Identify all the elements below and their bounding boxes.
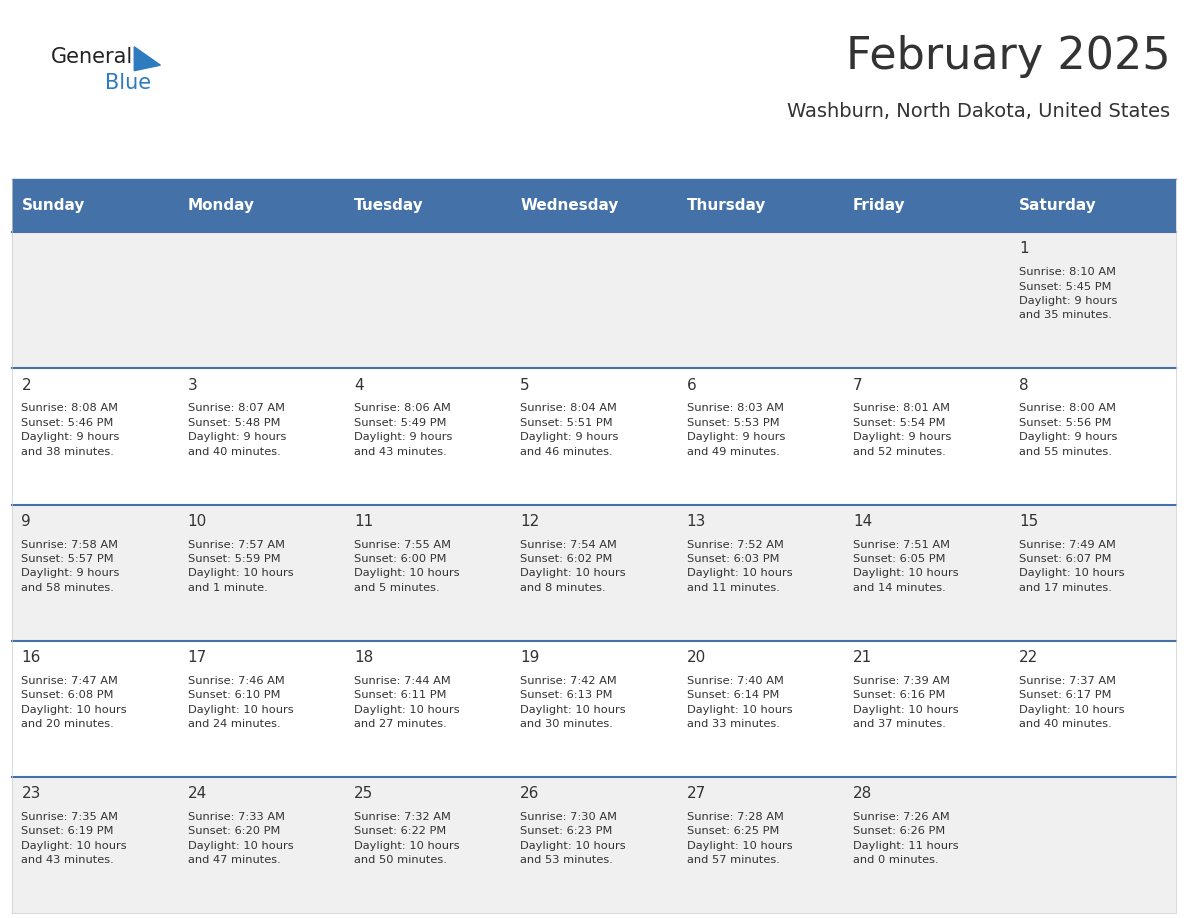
Text: Sunrise: 7:49 AM
Sunset: 6:07 PM
Daylight: 10 hours
and 17 minutes.: Sunrise: 7:49 AM Sunset: 6:07 PM Dayligh… xyxy=(1019,540,1125,593)
Text: 6: 6 xyxy=(687,377,696,393)
Polygon shape xyxy=(134,47,160,71)
Text: 26: 26 xyxy=(520,787,539,801)
Text: 17: 17 xyxy=(188,650,207,666)
Text: Friday: Friday xyxy=(853,198,905,213)
Text: Sunrise: 7:30 AM
Sunset: 6:23 PM
Daylight: 10 hours
and 53 minutes.: Sunrise: 7:30 AM Sunset: 6:23 PM Dayligh… xyxy=(520,812,626,866)
Text: Sunrise: 8:10 AM
Sunset: 5:45 PM
Daylight: 9 hours
and 35 minutes.: Sunrise: 8:10 AM Sunset: 5:45 PM Dayligh… xyxy=(1019,267,1118,320)
Text: Sunrise: 7:35 AM
Sunset: 6:19 PM
Daylight: 10 hours
and 43 minutes.: Sunrise: 7:35 AM Sunset: 6:19 PM Dayligh… xyxy=(21,812,127,866)
Text: Sunrise: 7:46 AM
Sunset: 6:10 PM
Daylight: 10 hours
and 24 minutes.: Sunrise: 7:46 AM Sunset: 6:10 PM Dayligh… xyxy=(188,676,293,729)
Text: 22: 22 xyxy=(1019,650,1038,666)
Text: Blue: Blue xyxy=(105,73,151,93)
Text: Sunrise: 7:54 AM
Sunset: 6:02 PM
Daylight: 10 hours
and 8 minutes.: Sunrise: 7:54 AM Sunset: 6:02 PM Dayligh… xyxy=(520,540,626,593)
Text: 14: 14 xyxy=(853,514,872,529)
Text: 24: 24 xyxy=(188,787,207,801)
Bar xyxy=(12,179,1176,232)
Bar xyxy=(12,641,1176,778)
Text: Sunrise: 7:51 AM
Sunset: 6:05 PM
Daylight: 10 hours
and 14 minutes.: Sunrise: 7:51 AM Sunset: 6:05 PM Dayligh… xyxy=(853,540,959,593)
Text: 23: 23 xyxy=(21,787,40,801)
Text: 10: 10 xyxy=(188,514,207,529)
Text: Sunrise: 7:57 AM
Sunset: 5:59 PM
Daylight: 10 hours
and 1 minute.: Sunrise: 7:57 AM Sunset: 5:59 PM Dayligh… xyxy=(188,540,293,593)
Text: Sunrise: 7:33 AM
Sunset: 6:20 PM
Daylight: 10 hours
and 47 minutes.: Sunrise: 7:33 AM Sunset: 6:20 PM Dayligh… xyxy=(188,812,293,866)
Text: 13: 13 xyxy=(687,514,706,529)
Text: 11: 11 xyxy=(354,514,373,529)
Text: 5: 5 xyxy=(520,377,530,393)
Text: Sunrise: 8:08 AM
Sunset: 5:46 PM
Daylight: 9 hours
and 38 minutes.: Sunrise: 8:08 AM Sunset: 5:46 PM Dayligh… xyxy=(21,403,120,456)
Text: Sunrise: 8:01 AM
Sunset: 5:54 PM
Daylight: 9 hours
and 52 minutes.: Sunrise: 8:01 AM Sunset: 5:54 PM Dayligh… xyxy=(853,403,952,456)
Text: Sunrise: 7:52 AM
Sunset: 6:03 PM
Daylight: 10 hours
and 11 minutes.: Sunrise: 7:52 AM Sunset: 6:03 PM Dayligh… xyxy=(687,540,792,593)
Bar xyxy=(12,505,1176,641)
Text: 1: 1 xyxy=(1019,241,1029,256)
Text: Sunrise: 7:58 AM
Sunset: 5:57 PM
Daylight: 9 hours
and 58 minutes.: Sunrise: 7:58 AM Sunset: 5:57 PM Dayligh… xyxy=(21,540,120,593)
Text: 15: 15 xyxy=(1019,514,1038,529)
Text: Sunrise: 8:04 AM
Sunset: 5:51 PM
Daylight: 9 hours
and 46 minutes.: Sunrise: 8:04 AM Sunset: 5:51 PM Dayligh… xyxy=(520,403,619,456)
Text: General: General xyxy=(51,47,133,67)
Text: Sunrise: 7:32 AM
Sunset: 6:22 PM
Daylight: 10 hours
and 50 minutes.: Sunrise: 7:32 AM Sunset: 6:22 PM Dayligh… xyxy=(354,812,460,866)
Text: 16: 16 xyxy=(21,650,40,666)
Text: Sunrise: 7:42 AM
Sunset: 6:13 PM
Daylight: 10 hours
and 30 minutes.: Sunrise: 7:42 AM Sunset: 6:13 PM Dayligh… xyxy=(520,676,626,729)
Text: Sunrise: 7:37 AM
Sunset: 6:17 PM
Daylight: 10 hours
and 40 minutes.: Sunrise: 7:37 AM Sunset: 6:17 PM Dayligh… xyxy=(1019,676,1125,729)
Text: 20: 20 xyxy=(687,650,706,666)
Text: Sunrise: 7:40 AM
Sunset: 6:14 PM
Daylight: 10 hours
and 33 minutes.: Sunrise: 7:40 AM Sunset: 6:14 PM Dayligh… xyxy=(687,676,792,729)
Text: Sunrise: 8:07 AM
Sunset: 5:48 PM
Daylight: 9 hours
and 40 minutes.: Sunrise: 8:07 AM Sunset: 5:48 PM Dayligh… xyxy=(188,403,286,456)
Text: Sunrise: 7:55 AM
Sunset: 6:00 PM
Daylight: 10 hours
and 5 minutes.: Sunrise: 7:55 AM Sunset: 6:00 PM Dayligh… xyxy=(354,540,460,593)
Text: 9: 9 xyxy=(21,514,31,529)
Text: 27: 27 xyxy=(687,787,706,801)
Text: Sunrise: 7:26 AM
Sunset: 6:26 PM
Daylight: 11 hours
and 0 minutes.: Sunrise: 7:26 AM Sunset: 6:26 PM Dayligh… xyxy=(853,812,959,866)
Text: Sunrise: 8:06 AM
Sunset: 5:49 PM
Daylight: 9 hours
and 43 minutes.: Sunrise: 8:06 AM Sunset: 5:49 PM Dayligh… xyxy=(354,403,453,456)
Bar xyxy=(12,368,1176,505)
Text: Wednesday: Wednesday xyxy=(520,198,619,213)
Text: Sunrise: 7:39 AM
Sunset: 6:16 PM
Daylight: 10 hours
and 37 minutes.: Sunrise: 7:39 AM Sunset: 6:16 PM Dayligh… xyxy=(853,676,959,729)
Text: 18: 18 xyxy=(354,650,373,666)
Text: 28: 28 xyxy=(853,787,872,801)
Text: Tuesday: Tuesday xyxy=(354,198,424,213)
Text: Washburn, North Dakota, United States: Washburn, North Dakota, United States xyxy=(788,103,1170,121)
Text: 25: 25 xyxy=(354,787,373,801)
Text: 19: 19 xyxy=(520,650,539,666)
Text: Monday: Monday xyxy=(188,198,254,213)
Text: 3: 3 xyxy=(188,377,197,393)
Bar xyxy=(12,778,1176,913)
Text: Saturday: Saturday xyxy=(1019,198,1097,213)
Text: February 2025: February 2025 xyxy=(846,36,1170,78)
Text: Sunrise: 8:00 AM
Sunset: 5:56 PM
Daylight: 9 hours
and 55 minutes.: Sunrise: 8:00 AM Sunset: 5:56 PM Dayligh… xyxy=(1019,403,1118,456)
Text: Sunrise: 8:03 AM
Sunset: 5:53 PM
Daylight: 9 hours
and 49 minutes.: Sunrise: 8:03 AM Sunset: 5:53 PM Dayligh… xyxy=(687,403,785,456)
Text: 4: 4 xyxy=(354,377,364,393)
Text: 12: 12 xyxy=(520,514,539,529)
Text: 21: 21 xyxy=(853,650,872,666)
Text: Thursday: Thursday xyxy=(687,198,766,213)
Text: Sunday: Sunday xyxy=(21,198,84,213)
Text: 7: 7 xyxy=(853,377,862,393)
Text: Sunrise: 7:28 AM
Sunset: 6:25 PM
Daylight: 10 hours
and 57 minutes.: Sunrise: 7:28 AM Sunset: 6:25 PM Dayligh… xyxy=(687,812,792,866)
Text: Sunrise: 7:47 AM
Sunset: 6:08 PM
Daylight: 10 hours
and 20 minutes.: Sunrise: 7:47 AM Sunset: 6:08 PM Dayligh… xyxy=(21,676,127,729)
Bar xyxy=(12,232,1176,368)
Text: 8: 8 xyxy=(1019,377,1029,393)
Text: 2: 2 xyxy=(21,377,31,393)
Text: Sunrise: 7:44 AM
Sunset: 6:11 PM
Daylight: 10 hours
and 27 minutes.: Sunrise: 7:44 AM Sunset: 6:11 PM Dayligh… xyxy=(354,676,460,729)
